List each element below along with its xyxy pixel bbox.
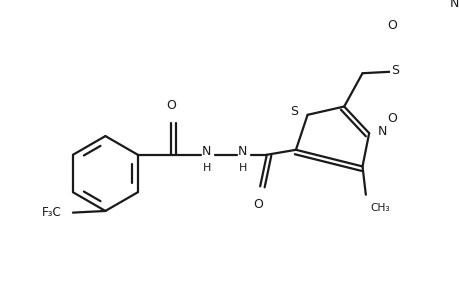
Text: N: N xyxy=(377,125,386,138)
Text: N: N xyxy=(237,145,247,158)
Text: N: N xyxy=(448,0,458,10)
Text: CH₃: CH₃ xyxy=(370,203,390,213)
Text: S: S xyxy=(390,64,398,77)
Text: S: S xyxy=(290,105,297,118)
Text: O: O xyxy=(386,112,397,124)
Text: O: O xyxy=(386,19,397,32)
Text: H: H xyxy=(202,163,211,173)
Text: O: O xyxy=(253,198,263,211)
Text: O: O xyxy=(166,98,176,112)
Text: N: N xyxy=(202,145,211,158)
Text: F₃C: F₃C xyxy=(41,206,61,219)
Text: H: H xyxy=(238,163,246,173)
